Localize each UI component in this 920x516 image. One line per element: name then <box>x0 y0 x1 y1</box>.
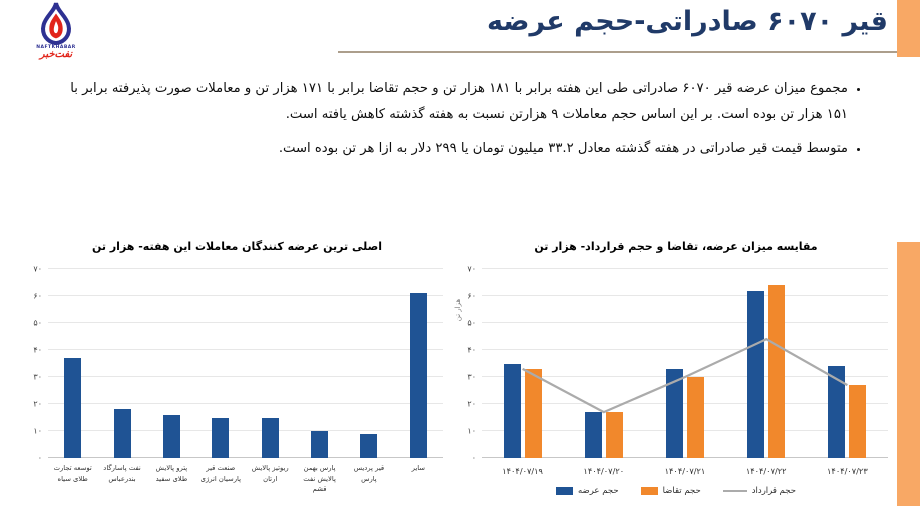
y-tick-label: ۰ <box>37 453 42 463</box>
supply-demand-plot-area: ۰ ۱۰ ۲۰ ۳۰ ۴۰ ۵۰ ۶۰ ۷۰ ۱۴۰۴/۰۷/۱۹ ۱۴۰۴/۰۷/۲۰ ۱۴۰۴/… <box>467 265 888 476</box>
logo-text-en: NAFTKHABAR <box>36 45 76 50</box>
logo-text-fa: نفت‌خبر <box>39 49 73 60</box>
supply-demand-chart-title: مقایسه میزان عرضه، تقاضا و حجم قرارداد- … <box>534 240 818 253</box>
gridline <box>482 430 888 431</box>
x-axis-label: ۱۴۰۴/۰۷/۲۰ <box>583 466 625 476</box>
demand-bar <box>849 385 867 458</box>
gridline <box>482 322 888 323</box>
legend-item: حجم قرارداد <box>722 486 797 496</box>
suppliers-chart-title: اصلی ترین عرضه کنندگان معاملات این هفته-… <box>91 240 382 253</box>
gridline <box>48 268 443 269</box>
y-tick-label: ۷۰ <box>467 264 476 274</box>
x-axis-label: پارس بهمن پالایش نفت قشم <box>303 464 336 494</box>
x-axis-label: ۱۴۰۴/۰۷/۲۱ <box>664 466 706 476</box>
legend-item: حجم تقاضا <box>640 486 701 496</box>
legend-line-swatch <box>722 490 747 492</box>
x-axis-label: پترو پالایش طلای سفید <box>155 464 188 483</box>
y-tick-label: ۴۰ <box>467 345 476 355</box>
x-axis-label: سایر <box>411 464 426 472</box>
legend-label: حجم تقاضا <box>662 486 701 496</box>
legend-label: حجم قرارداد <box>751 486 797 496</box>
legend-item: حجم عرضه <box>555 486 619 496</box>
demand-bar <box>768 285 786 458</box>
supply-demand-chart: مقایسه میزان عرضه، تقاضا و حجم قرارداد- … <box>454 240 896 512</box>
bullet-item: مجموع میزان عرضه قیر ۶۰۷۰ صادراتی طی این… <box>52 76 848 129</box>
header-divider <box>338 51 897 53</box>
legend-label: حجم عرضه <box>577 486 619 496</box>
y-tick-label: ۷۰ <box>33 264 42 274</box>
top-right-accent-bar <box>897 0 920 57</box>
right-accent-bar <box>897 242 920 506</box>
y-tick-label: ۳۰ <box>33 372 42 382</box>
suppliers-plot-area: ۰ ۱۰ ۲۰ ۳۰ ۴۰ ۵۰ ۶۰ ۷۰ توسعه تجارت طلای سیاه نفت … <box>33 265 443 493</box>
x-axis-label: صنعت قیر پارسیان انرژی <box>200 464 241 483</box>
supply-bar <box>747 290 765 458</box>
suppliers-bar-chart: اصلی ترین عرضه کنندگان معاملات این هفته-… <box>28 240 446 512</box>
supply-bar <box>666 368 683 458</box>
x-axis-label: ۱۴۰۴/۰۷/۱۹ <box>502 466 543 476</box>
y-tick-label: ۲۰ <box>467 399 476 409</box>
gridline <box>482 403 888 404</box>
chart-legend: حجم عرضه حجم تقاضا حجم قرارداد <box>456 486 896 496</box>
y-tick-label: ۳۰ <box>467 372 476 382</box>
supplier-bar <box>409 293 427 458</box>
legend-color-swatch <box>555 487 573 495</box>
y-tick-label: ۱۰ <box>467 426 476 436</box>
naftkhabar-logo: NAFTKHABAR نفت‌خبر <box>20 2 92 61</box>
y-tick-label: ۴۰ <box>33 345 42 355</box>
supplier-bar <box>64 358 82 458</box>
y-tick-label: ۶۰ <box>467 291 476 301</box>
supplier-bar <box>360 433 378 458</box>
legend-color-swatch <box>640 487 658 495</box>
gridline <box>482 457 888 458</box>
x-axis-label: ۱۴۰۴/۰۷/۲۳ <box>827 466 868 476</box>
y-tick-label: ۲۰ <box>33 399 42 409</box>
flame-icon <box>41 2 71 46</box>
gridline <box>482 349 888 350</box>
supplier-bar <box>261 417 279 458</box>
x-axis-label: ریوتیز پالایش ارتان <box>251 464 289 483</box>
supply-bar <box>503 363 521 458</box>
gridline <box>48 403 443 404</box>
supply-bar <box>584 412 602 458</box>
gridline <box>482 295 888 296</box>
gridline <box>48 322 443 323</box>
gridline <box>48 349 443 350</box>
y-tick-label: ۱۰ <box>33 426 42 436</box>
summary-bullets: مجموع میزان عرضه قیر ۶۰۷۰ صادراتی طی این… <box>52 76 872 169</box>
y-axis-label: هزار تن <box>454 298 463 322</box>
contract-line <box>522 337 848 414</box>
supplier-bar <box>212 417 230 458</box>
gridline <box>482 268 888 269</box>
gridline <box>48 430 443 431</box>
page-title: قیر ۶۰۷۰ صادراتی-حجم عرضه <box>487 6 888 37</box>
gridline <box>48 295 443 296</box>
demand-bar <box>605 412 623 458</box>
x-axis-label: توسعه تجارت طلای سیاه <box>53 464 92 483</box>
supplier-bar <box>113 409 131 458</box>
x-axis-label: ۱۴۰۴/۰۷/۲۲ <box>745 466 787 476</box>
x-axis-label: قیر پردیس پارس <box>353 464 385 483</box>
demand-bar <box>524 368 542 458</box>
x-axis-label: نفت پاسارگاد بندرعباس <box>103 464 141 483</box>
y-tick-label: ۵۰ <box>33 318 42 328</box>
gridline <box>48 376 443 377</box>
y-tick-label: ۶۰ <box>33 291 42 301</box>
gridline <box>48 457 443 458</box>
bullet-item: متوسط قیمت قیر صادراتی در هفته گذشته معا… <box>52 136 848 162</box>
y-tick-label: ۵۰ <box>467 318 476 328</box>
supplier-bar <box>311 431 329 458</box>
supplier-bar <box>162 414 180 458</box>
y-tick-label: ۰ <box>471 453 476 463</box>
demand-bar <box>687 377 704 458</box>
supply-bar <box>828 366 846 458</box>
